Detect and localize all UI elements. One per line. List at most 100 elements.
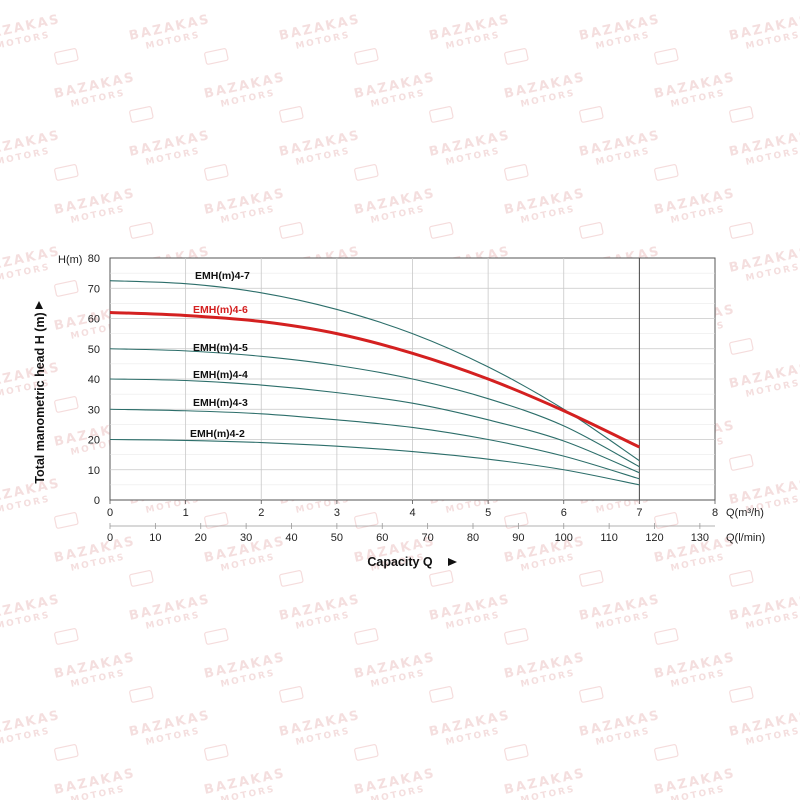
x-axis-arrow-icon xyxy=(448,558,457,566)
y-axis-title: Total manometric head H (m) xyxy=(33,312,47,483)
watermark-logo xyxy=(204,48,229,65)
watermark-logo xyxy=(429,106,454,123)
series-label-2: EMH(m)4-5 xyxy=(193,342,248,354)
watermark-logo xyxy=(729,106,754,123)
watermark-logo xyxy=(129,106,154,123)
watermark-logo xyxy=(429,570,454,587)
x2-tick-label: 30 xyxy=(240,532,252,544)
x-tick-label: 2 xyxy=(258,507,264,519)
y-tick-label: 20 xyxy=(88,435,100,447)
watermark-logo xyxy=(729,570,754,587)
watermark-logo xyxy=(729,454,754,471)
watermark-logo xyxy=(54,628,79,645)
watermark-logo xyxy=(504,48,529,65)
x2-tick-label: 110 xyxy=(600,532,618,544)
watermark-logo xyxy=(354,48,379,65)
x2-tick-label: 80 xyxy=(467,532,479,544)
x2-tick-label: 130 xyxy=(691,532,709,544)
watermark-logo xyxy=(354,628,379,645)
watermark-logo xyxy=(204,628,229,645)
watermark-logo xyxy=(654,164,679,181)
watermark-logo xyxy=(204,744,229,761)
watermark-logo xyxy=(579,570,604,587)
watermark-logo xyxy=(504,164,529,181)
y-tick-label: 70 xyxy=(88,283,100,295)
y-tick-label: 50 xyxy=(88,344,100,356)
y-tick-label: 10 xyxy=(88,465,100,477)
y-tick-label: 0 xyxy=(94,495,100,507)
watermark-logo xyxy=(579,222,604,239)
watermark-logo xyxy=(654,628,679,645)
watermark-logo xyxy=(129,222,154,239)
watermark-logo xyxy=(654,744,679,761)
x2-tick-label: 50 xyxy=(331,532,343,544)
series-label-0: EMH(m)4-7 xyxy=(195,270,250,282)
watermark-logo xyxy=(654,48,679,65)
x2-tick-label: 100 xyxy=(555,532,573,544)
watermark-logo xyxy=(54,48,79,65)
curve-EMH(m)4-4 xyxy=(109,378,640,474)
x2-tick-label: 40 xyxy=(285,532,297,544)
x2-tick-label: 20 xyxy=(195,532,207,544)
watermark-logo xyxy=(354,744,379,761)
watermark-logo xyxy=(279,222,304,239)
x-unit-primary-label: Q(m³/h) xyxy=(726,507,764,519)
x2-tick-label: 60 xyxy=(376,532,388,544)
watermark-logo xyxy=(54,396,79,413)
x2-tick-label: 0 xyxy=(107,532,113,544)
x-tick-label: 6 xyxy=(561,507,567,519)
curves: EMH(m)4-7 EMH(m)4-6 EMH(m)4-5 EMH(m)4-4 EMH(… xyxy=(109,270,641,486)
series-label-4: EMH(m)4-3 xyxy=(193,397,248,409)
x-tick-label: 1 xyxy=(183,507,189,519)
watermark-logo xyxy=(54,280,79,297)
watermark-logo xyxy=(204,164,229,181)
x-tick-label: 8 xyxy=(712,507,718,519)
watermark-logo xyxy=(279,686,304,703)
watermark-logo xyxy=(354,164,379,181)
curve-EMH(m)4-6 xyxy=(109,310,641,449)
x-tick-label: 7 xyxy=(636,507,642,519)
watermark-logo xyxy=(729,686,754,703)
watermark-logo xyxy=(54,164,79,181)
watermark-logo xyxy=(279,106,304,123)
x2-tick-label: 10 xyxy=(149,532,161,544)
series-label-3: EMH(m)4-4 xyxy=(193,369,248,381)
y-unit-label: H(m) xyxy=(58,254,82,266)
series-label-5: EMH(m)4-2 xyxy=(190,428,245,440)
watermark-logo xyxy=(579,686,604,703)
x-tick-label: 5 xyxy=(485,507,491,519)
watermark-logo xyxy=(579,106,604,123)
x-tick-label: 4 xyxy=(409,507,415,519)
watermark-logo xyxy=(429,222,454,239)
